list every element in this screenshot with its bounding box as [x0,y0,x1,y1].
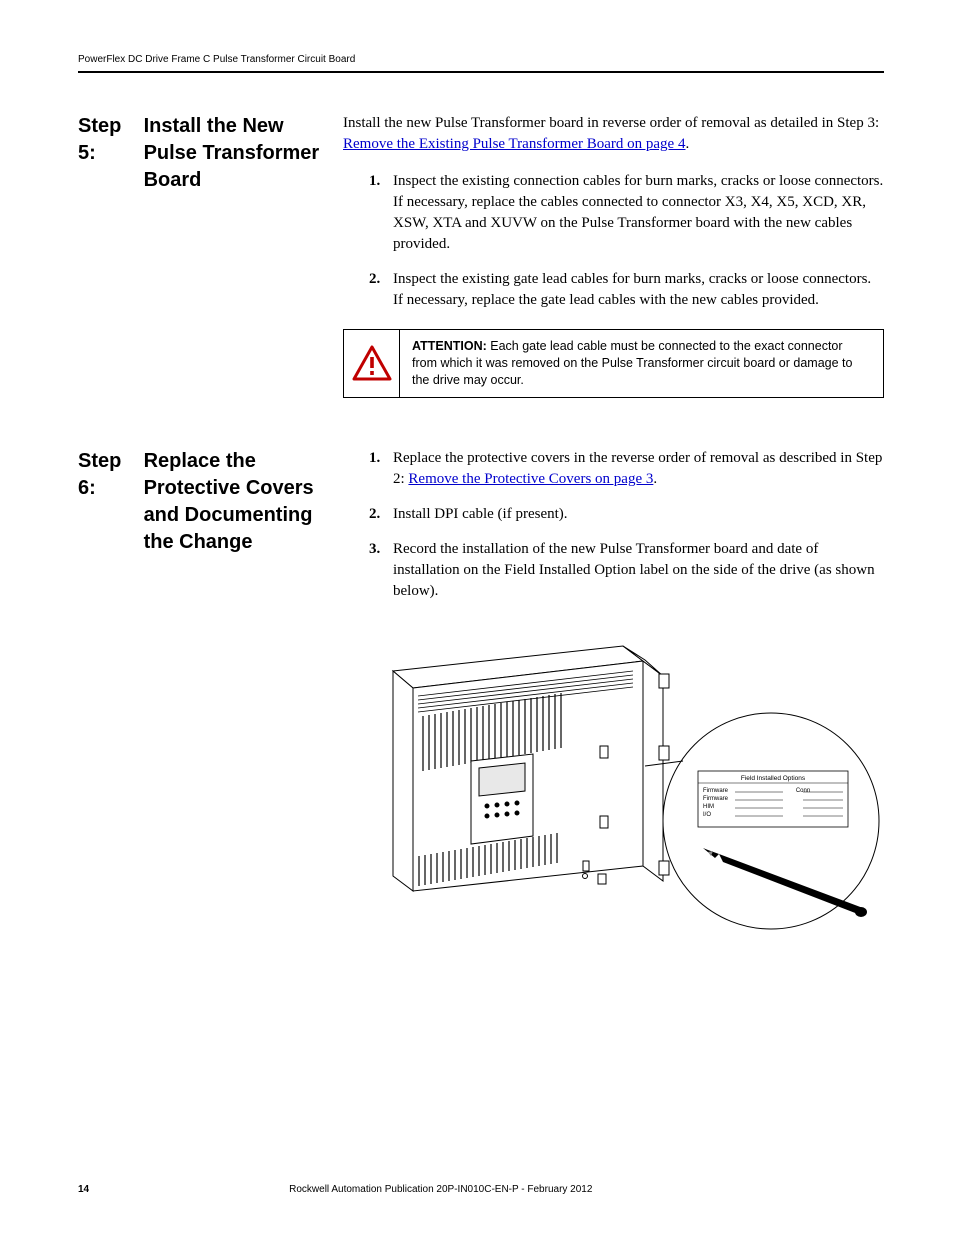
label-row: Firmware [703,788,729,794]
label-row: Firmware [703,796,729,802]
step5-heading: Step 5: Install the New Pulse Transforme… [78,113,325,194]
attention-box: ATTENTION: Each gate lead cable must be … [343,329,884,398]
item-text: Inspect the existing gate lead cables fo… [393,271,871,308]
drive-figure: Field Installed Options Conn Firmware Fi… [363,616,884,951]
step5-label: Step 5: [78,113,138,167]
step5-list: 1. Inspect the existing connection cable… [343,171,884,311]
running-head: PowerFlex DC Drive Frame C Pulse Transfo… [78,54,884,73]
item-text: Inspect the existing connection cables f… [393,173,883,252]
attention-icon-cell [344,330,400,397]
step6-list: 1. Replace the protective covers in the … [343,448,884,602]
attention-label: ATTENTION: [412,339,487,353]
label-col-conn: Conn [796,788,810,794]
item-text: Install DPI cable (if present). [393,506,568,522]
label-row: HIM [703,804,714,810]
page-number: 14 [78,1184,89,1195]
attention-text: ATTENTION: Each gate lead cable must be … [400,330,883,397]
drive-illustration: Field Installed Options Conn Firmware Fi… [363,616,883,946]
item-number: 3. [369,539,380,560]
list-item: 1. Inspect the existing connection cable… [373,171,884,255]
step6-heading: Step 6: Replace the Protective Covers an… [78,448,325,556]
section-step6: Step 6: Replace the Protective Covers an… [78,448,884,951]
step6-item1-link[interactable]: Remove the Protective Covers on page 3 [408,471,653,487]
step5-heading-col: Step 5: Install the New Pulse Transforme… [78,113,343,398]
list-item: 2. Install DPI cable (if present). [373,504,884,525]
item-number: 1. [369,171,380,192]
label-row: I/O [703,812,711,818]
step5-body: Install the new Pulse Transformer board … [343,113,884,398]
item-text-post: . [653,471,657,487]
list-item: 3. Record the installation of the new Pu… [373,539,884,602]
step5-intro-post: . [685,136,689,152]
step5-intro-pre: Install the new Pulse Transformer board … [343,115,879,131]
item-number: 2. [369,269,380,290]
publication-id: Rockwell Automation Publication 20P-IN01… [289,1184,592,1195]
step5-intro-link[interactable]: Remove the Existing Pulse Transformer Bo… [343,136,685,152]
step5-intro: Install the new Pulse Transformer board … [343,113,884,155]
list-item: 2. Inspect the existing gate lead cables… [373,269,884,311]
step6-heading-col: Step 6: Replace the Protective Covers an… [78,448,343,951]
item-number: 1. [369,448,380,469]
page-footer: 14 Rockwell Automation Publication 20P-I… [78,1184,884,1195]
section-step5: Step 5: Install the New Pulse Transforme… [78,113,884,398]
item-number: 2. [369,504,380,525]
step5-title: Install the New Pulse Transformer Board [144,113,324,194]
warning-icon [352,345,392,381]
step6-title: Replace the Protective Covers and Docume… [144,448,324,556]
step6-body: 1. Replace the protective covers in the … [343,448,884,951]
label-title: Field Installed Options [741,775,806,782]
step6-label: Step 6: [78,448,138,502]
list-item: 1. Replace the protective covers in the … [373,448,884,490]
item-text: Record the installation of the new Pulse… [393,541,875,599]
